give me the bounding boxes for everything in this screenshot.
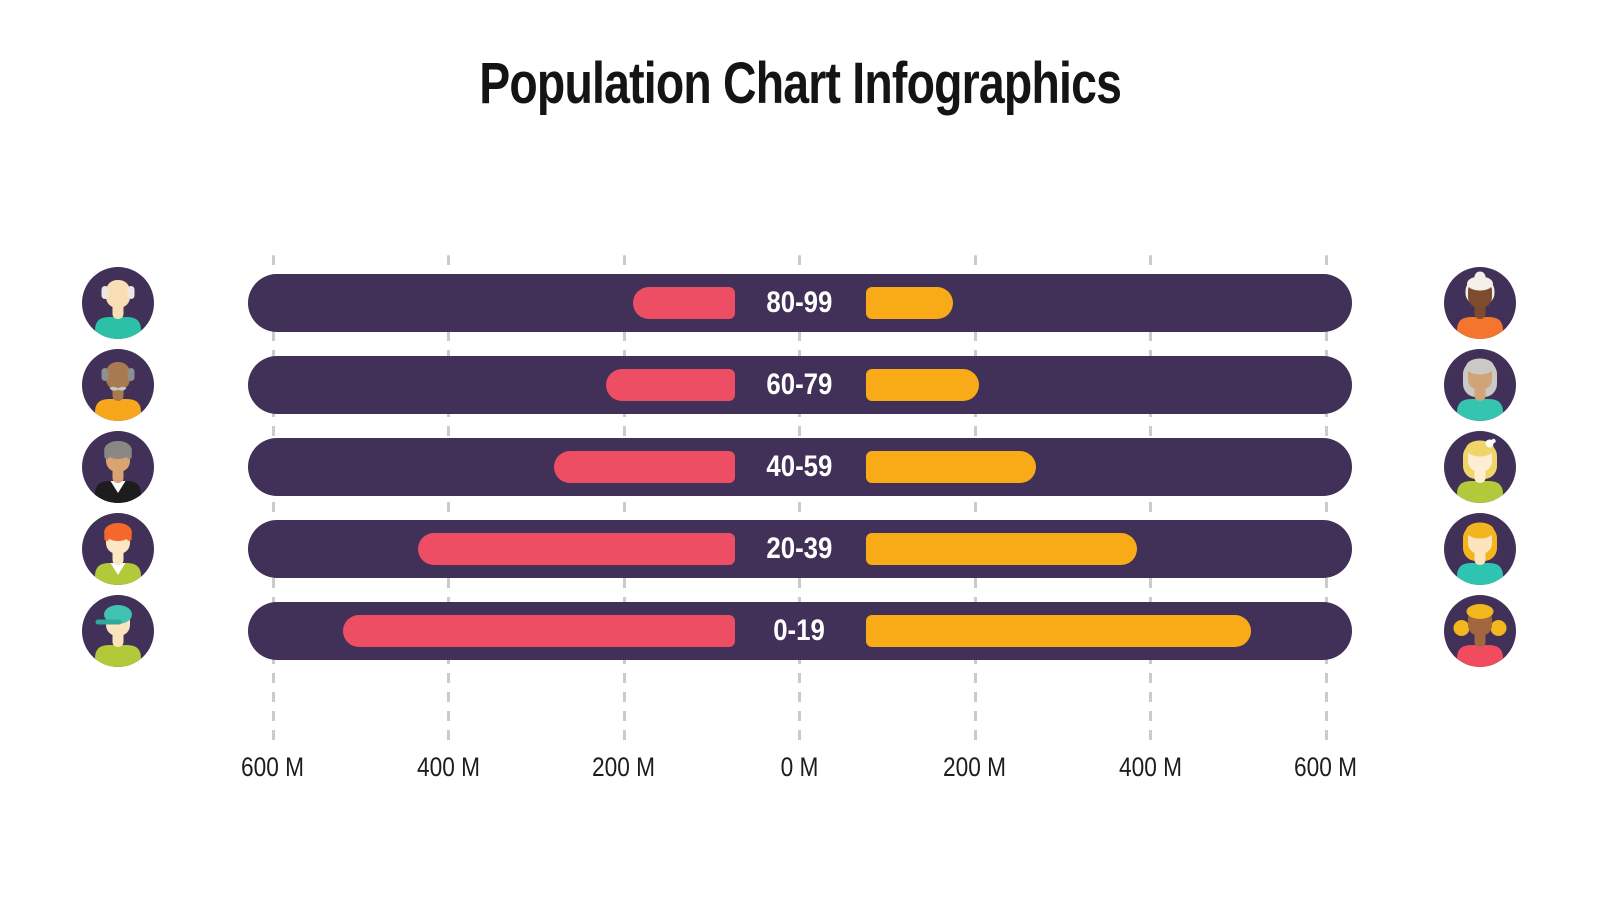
girl-pigtails-icon [1444,595,1516,667]
age-band-label-text: 20-39 [766,532,833,565]
right-population-bar [866,533,1138,565]
avatar-boy-teal-cap [82,595,154,667]
age-band-label: 80-99 [715,287,885,319]
grid-line [798,255,801,746]
age-band-label: 20-39 [715,533,885,565]
avatar-elderly-woman-white-hair-wrap [1444,267,1516,339]
axis-tick-label-text: 200 M [592,752,656,782]
elderly-woman-white-hair-wrap-icon [1444,267,1516,339]
axis-tick-label: 400 M [1066,752,1236,783]
avatar-woman-blonde-flower [1444,431,1516,503]
woman-gray-hair-black-jacket-icon [82,431,154,503]
right-population-bar [866,369,980,401]
age-band-label-text: 40-59 [766,450,833,483]
left-population-bar [632,287,736,319]
right-population-bar [866,451,1037,483]
axis-tick-label-text: 0 M [780,752,819,782]
page-title-text: Population Chart Infographics [479,51,1122,116]
left-population-bar [343,615,736,647]
page-title: Population Chart Infographics [0,50,1600,117]
row-track [248,438,1352,496]
age-band-label-text: 0-19 [773,614,826,647]
elderly-man-mustache-icon [82,349,154,421]
axis-tick-label: 200 M [890,752,1060,783]
avatar-girl-pigtails [1444,595,1516,667]
elderly-man-teal-shirt-icon [82,267,154,339]
right-population-bar [866,615,1252,647]
grid-line [271,255,275,746]
avatar-man-orange-hair [82,513,154,585]
avatar-elderly-man-mustache [82,349,154,421]
age-band-label-text: 80-99 [766,286,833,319]
avatar-elderly-man-teal-shirt [82,267,154,339]
elderly-woman-teal-shirt-icon [1444,349,1516,421]
axis-tick-label-text: 400 M [1118,752,1183,782]
woman-blonde-flower-icon [1444,431,1516,503]
axis-tick-label-text: 600 M [1294,752,1358,782]
axis-tick-label-text: 200 M [943,752,1007,782]
woman-golden-hair-icon [1444,513,1516,585]
grid-line [973,255,977,746]
row-track [248,274,1352,332]
axis-tick-label: 600 M [1241,752,1411,783]
avatar-elderly-woman-teal-shirt [1444,349,1516,421]
grid-line [447,255,450,746]
axis-tick-label: 0 M [715,752,885,783]
grid-line [1324,255,1328,746]
left-population-bar [553,451,736,483]
age-band-label: 0-19 [715,615,885,647]
left-population-bar [417,533,736,565]
age-band-label: 40-59 [715,451,885,483]
axis-tick-label-text: 400 M [416,752,481,782]
row-track [248,356,1352,414]
age-band-label-text: 60-79 [766,368,833,401]
axis-tick-label: 400 M [364,752,534,783]
axis-tick-label-text: 600 M [241,752,305,782]
grid-line [622,255,626,746]
avatar-woman-golden-hair [1444,513,1516,585]
avatar-woman-gray-hair-black-jacket [82,431,154,503]
man-orange-hair-icon [82,513,154,585]
right-population-bar [866,287,954,319]
grid-line [1149,255,1152,746]
left-population-bar [606,369,736,401]
axis-tick-label: 600 M [188,752,358,783]
axis-tick-label: 200 M [539,752,709,783]
boy-teal-cap-icon [82,595,154,667]
age-band-label: 60-79 [715,369,885,401]
